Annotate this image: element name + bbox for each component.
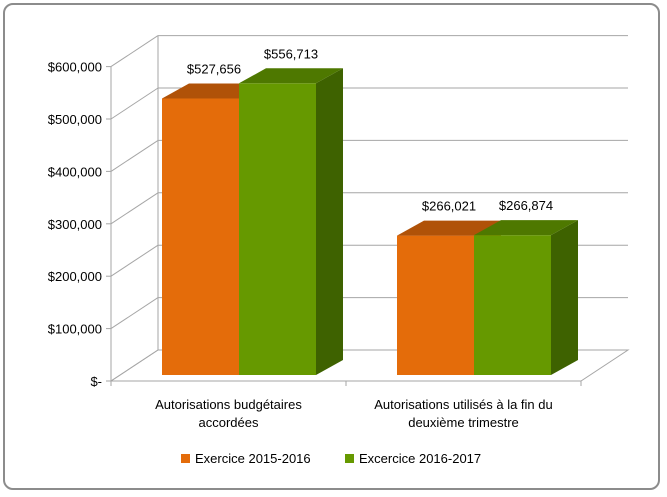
y-tick-label: $500,000 — [48, 112, 102, 127]
bar-front — [397, 235, 474, 375]
gridline-side — [110, 192, 159, 225]
x-category-label: accordées — [199, 415, 259, 430]
bar-side — [316, 68, 343, 376]
legend-label: Exercice 2015-2016 — [195, 451, 311, 466]
gridline-side — [110, 297, 159, 330]
y-tick-label: $300,000 — [48, 217, 102, 232]
x-category-label: deuxième trimestre — [408, 415, 519, 430]
data-label: $527,656 — [187, 62, 241, 77]
gridline-side — [110, 35, 159, 68]
bar-top — [239, 68, 343, 84]
data-label: $266,021 — [422, 199, 476, 214]
bar-side — [551, 220, 578, 375]
y-tick-label: $200,000 — [48, 269, 102, 284]
y-tick-label: $400,000 — [48, 164, 102, 179]
x-category-label: Autorisations utilisés à la fin du — [374, 397, 552, 412]
data-label: $266,874 — [499, 198, 553, 213]
x-category-label: Autorisations budgétaires — [155, 397, 302, 412]
bar-front — [239, 83, 316, 376]
legend-swatch — [181, 454, 190, 463]
y-tick-label: $- — [90, 374, 102, 389]
gridline-side — [110, 139, 159, 172]
gridline-side — [110, 87, 159, 120]
y-tick-label: $100,000 — [48, 322, 102, 337]
bar-top — [474, 220, 578, 236]
chart-frame — [3, 3, 660, 490]
y-tick-label: $600,000 — [48, 60, 102, 75]
legend-swatch — [345, 454, 354, 463]
gridline-side — [110, 244, 159, 277]
data-label: $556,713 — [264, 46, 318, 61]
bar-top — [397, 220, 501, 236]
bar-front — [162, 98, 239, 376]
legend-label: Excercice 2016-2017 — [359, 451, 481, 466]
bar-front — [474, 235, 551, 375]
floor — [109, 349, 630, 382]
